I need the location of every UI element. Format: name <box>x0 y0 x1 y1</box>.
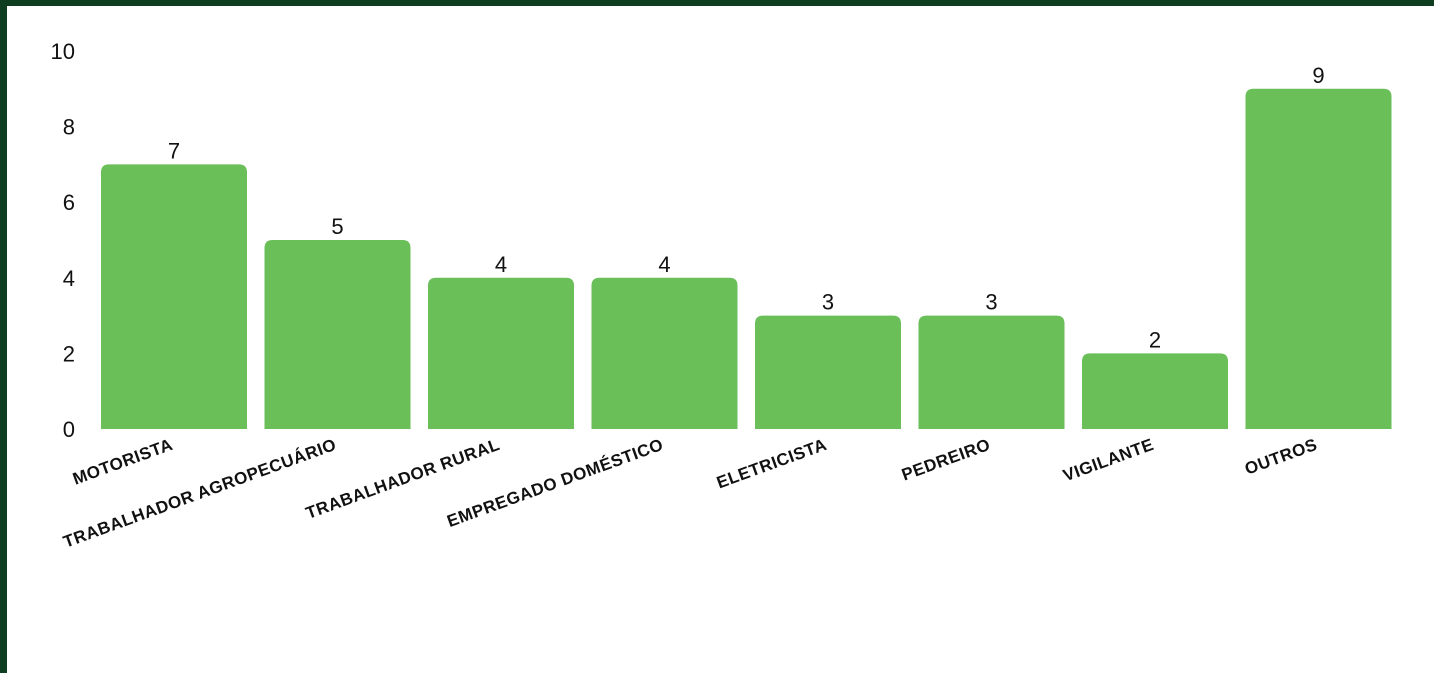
y-tick-label: 4 <box>63 266 75 291</box>
bar <box>918 315 1065 429</box>
y-tick-label: 10 <box>51 39 75 64</box>
data-label: 3 <box>822 290 834 315</box>
category-label: OUTROS <box>1242 435 1320 479</box>
data-label: 4 <box>495 252 507 277</box>
category-label: ELETRICISTA <box>714 435 829 492</box>
data-label: 9 <box>1312 63 1324 88</box>
bar <box>591 277 738 429</box>
category-label: MOTORISTA <box>70 435 175 489</box>
y-axis-ticks: 0 2 4 6 8 10 <box>51 39 75 442</box>
data-labels-group: 7 5 4 4 3 3 2 9 <box>168 63 1325 353</box>
bar <box>1245 88 1392 430</box>
bar <box>264 240 411 429</box>
category-label: VIGILANTE <box>1060 435 1156 485</box>
data-label: 3 <box>985 290 997 315</box>
category-label: PEDREIRO <box>899 435 993 485</box>
bars-group <box>101 88 1392 430</box>
data-label: 4 <box>658 252 670 277</box>
bar <box>101 164 247 429</box>
bar <box>755 315 901 429</box>
y-tick-label: 2 <box>63 341 75 366</box>
bar <box>1082 353 1228 429</box>
data-label: 5 <box>331 214 343 239</box>
data-label: 2 <box>1149 327 1161 352</box>
category-label: TRABALHADOR AGROPECUÁRIO <box>61 435 339 552</box>
bar <box>428 277 574 429</box>
y-tick-label: 8 <box>63 115 75 140</box>
y-tick-label: 0 <box>63 417 75 442</box>
data-label: 7 <box>168 138 180 163</box>
y-tick-label: 6 <box>63 190 75 215</box>
